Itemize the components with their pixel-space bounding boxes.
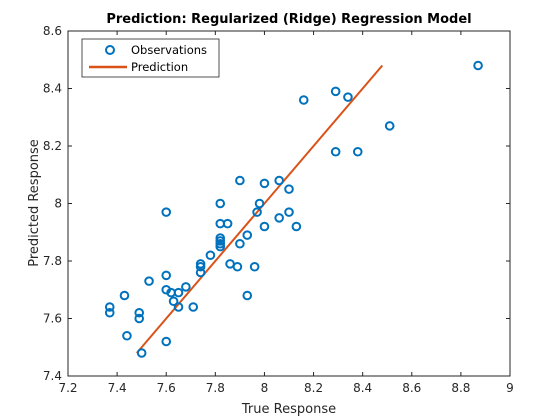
- observation-point: [215, 241, 226, 252]
- x-tick-label: 8.4: [353, 381, 372, 395]
- observation-point: [249, 261, 260, 272]
- y-axis-ticks: 7.4 7.6 7.8 8 8.2 8.4 8.6: [43, 24, 510, 383]
- observation-point: [122, 330, 132, 341]
- y-axis-label: Predicted Response: [27, 139, 42, 267]
- observation-point: [144, 276, 154, 286]
- legend-prediction-label: Prediction: [131, 60, 188, 74]
- observation-point: [104, 307, 115, 318]
- y-tick-label: 7.6: [43, 312, 62, 326]
- observation-point: [215, 198, 226, 209]
- observation-point: [173, 302, 184, 312]
- x-tick-label: 9: [506, 381, 514, 395]
- axes-box: [67, 30, 511, 377]
- x-axis-ticks: 7.2 7.4 7.6 7.8 8 8.2 8.4 8.6 8.8 9: [58, 31, 514, 395]
- x-tick-label: 8.8: [451, 381, 470, 395]
- observation-point: [291, 221, 302, 232]
- x-tick-label: 8: [261, 381, 269, 395]
- observation-point: [134, 307, 145, 318]
- observation-point: [252, 207, 262, 217]
- observation-point: [259, 221, 270, 232]
- y-tick-label: 8.6: [43, 24, 62, 38]
- observation-point: [188, 302, 199, 312]
- observation-point: [274, 213, 284, 223]
- x-tick-label: 7.2: [58, 381, 77, 395]
- observation-point: [343, 92, 353, 102]
- x-tick-label: 7.8: [206, 381, 225, 395]
- observation-point: [242, 230, 253, 240]
- observation-point: [173, 287, 184, 298]
- observation-point: [384, 121, 395, 131]
- observation-point: [119, 290, 130, 301]
- series-layer: [104, 60, 483, 358]
- observation-point: [242, 290, 253, 301]
- observation-point: [205, 250, 216, 261]
- y-tick-label: 8.4: [43, 82, 62, 96]
- observation-point: [352, 146, 363, 157]
- x-tick-label: 7.4: [108, 381, 127, 395]
- observation-point: [161, 207, 172, 217]
- legend: Observations Prediction: [81, 38, 220, 78]
- observation-point: [254, 198, 265, 209]
- observation-point: [235, 175, 245, 186]
- observation-point: [161, 270, 172, 281]
- observation-point: [161, 336, 172, 347]
- observation-point: [232, 261, 243, 272]
- observation-point: [195, 267, 206, 278]
- observation-point: [195, 259, 206, 269]
- x-axis-label: True Response: [241, 402, 336, 417]
- observation-point: [473, 60, 483, 71]
- observation-point: [259, 178, 270, 189]
- observation-point: [168, 296, 179, 307]
- observation-point: [330, 86, 341, 97]
- observation-point: [284, 207, 294, 217]
- observation-point: [181, 282, 191, 292]
- observation-point: [235, 238, 245, 249]
- observation-point: [104, 302, 115, 312]
- y-tick-label: 8.2: [43, 139, 62, 153]
- x-tick-label: 8.2: [304, 381, 323, 395]
- y-tick-label: 7.4: [43, 369, 62, 383]
- y-tick-label: 8: [54, 197, 62, 211]
- observation-point: [274, 175, 284, 186]
- plot-area: [68, 31, 510, 376]
- observation-point: [298, 95, 309, 105]
- observation-point: [284, 184, 294, 194]
- legend-observations-label: Observations: [131, 43, 207, 57]
- legend-observations-marker: [105, 45, 115, 55]
- legend-box: [81, 38, 220, 78]
- observation-point: [222, 218, 233, 229]
- x-tick-label: 8.6: [402, 381, 421, 395]
- observation-point: [136, 348, 147, 358]
- observation-point: [330, 146, 341, 157]
- chart-title: Prediction: Regularized (Ridge) Regressi…: [106, 12, 471, 27]
- x-tick-label: 7.6: [157, 381, 176, 395]
- y-tick-label: 7.8: [43, 254, 62, 268]
- observation-point: [134, 313, 145, 324]
